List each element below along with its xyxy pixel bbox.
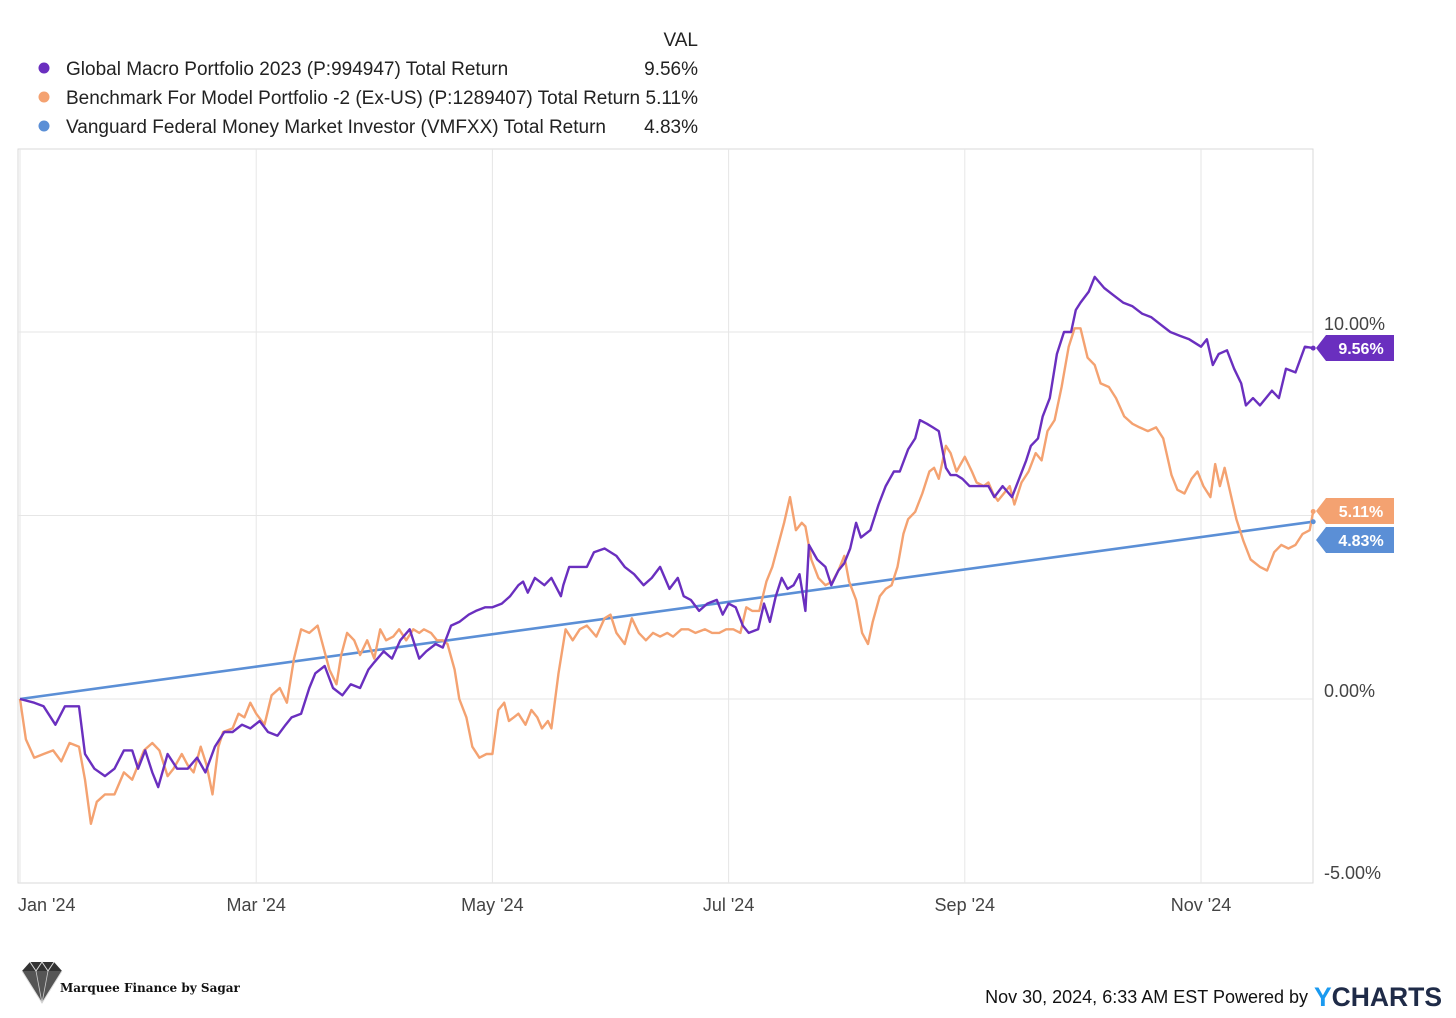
x-tick-label: Nov '24 (1171, 895, 1231, 915)
legend-value-0: 9.56% (644, 59, 698, 80)
end-label-2: 4.83% (1310, 519, 1394, 553)
series-lines (18, 275, 1315, 825)
end-label-0: 9.56% (1310, 335, 1394, 361)
legend-label-2: Vanguard Federal Money Market Investor (… (66, 117, 606, 138)
legend-value-2: 4.83% (644, 117, 698, 138)
watermark-text: Marquee Finance by Sagar (60, 981, 241, 995)
legend-marker-1 (38, 91, 50, 103)
series-end-point (1310, 508, 1316, 514)
legend-marker-0 (38, 62, 50, 74)
legend-entry: Global Macro Portfolio 2023 (P:994947) T… (38, 59, 698, 80)
legend-value-header: VAL (663, 30, 698, 51)
legend-label-1: Benchmark For Model Portfolio -2 (Ex-US)… (66, 88, 640, 109)
x-tick-label: Mar '24 (226, 895, 285, 915)
x-axis: Jan '24 Mar '24 May '24 Jul '24 Sep '24 Nov '… (18, 895, 1231, 915)
series-end-point (1310, 519, 1316, 525)
end-label-tag (1316, 335, 1394, 361)
end-labels: 9.56% 5.11% 4.83% (1310, 335, 1394, 553)
x-tick-label: May '24 (461, 895, 523, 915)
y-tick-label: 10.00% (1324, 314, 1385, 334)
end-label-tag (1316, 527, 1394, 553)
end-label-text: 5.11% (1339, 504, 1383, 521)
legend-marker-2 (38, 120, 50, 132)
series-line-2 (19, 520, 1314, 701)
y-axis: 10.00% 0.00% -5.00% (1324, 314, 1385, 883)
legend-value-1: 5.11% (646, 88, 699, 109)
end-label-text: 9.56% (1338, 341, 1383, 358)
end-label-text: 4.83% (1338, 533, 1383, 550)
footer-credit: Nov 30, 2024, 6:33 AM EST Powered by (985, 987, 1308, 1007)
powered-by-text: Powered by (1213, 987, 1308, 1007)
x-tick-label: Sep '24 (935, 895, 996, 915)
y-tick-label: 0.00% (1324, 681, 1375, 701)
diamond-logo-icon (21, 961, 63, 1004)
end-label-1: 5.11% (1310, 498, 1394, 524)
legend-entry: Benchmark For Model Portfolio -2 (Ex-US)… (38, 88, 699, 109)
series-line-1 (18, 327, 1315, 825)
series-end-point (1310, 345, 1316, 351)
legend-entry: Vanguard Federal Money Market Investor (… (38, 117, 698, 138)
ycharts-logo: YCHARTS (1314, 982, 1442, 1012)
end-label-tag (1316, 498, 1394, 524)
legend-label-0: Global Macro Portfolio 2023 (P:994947) T… (66, 59, 508, 80)
series-line-0 (19, 275, 1314, 789)
grid (18, 149, 1313, 883)
timestamp: Nov 30, 2024, 6:33 AM EST (985, 987, 1208, 1007)
x-tick-label: Jul '24 (703, 895, 754, 915)
y-tick-label: -5.00% (1324, 863, 1381, 883)
x-tick-label: Jan '24 (18, 895, 75, 915)
